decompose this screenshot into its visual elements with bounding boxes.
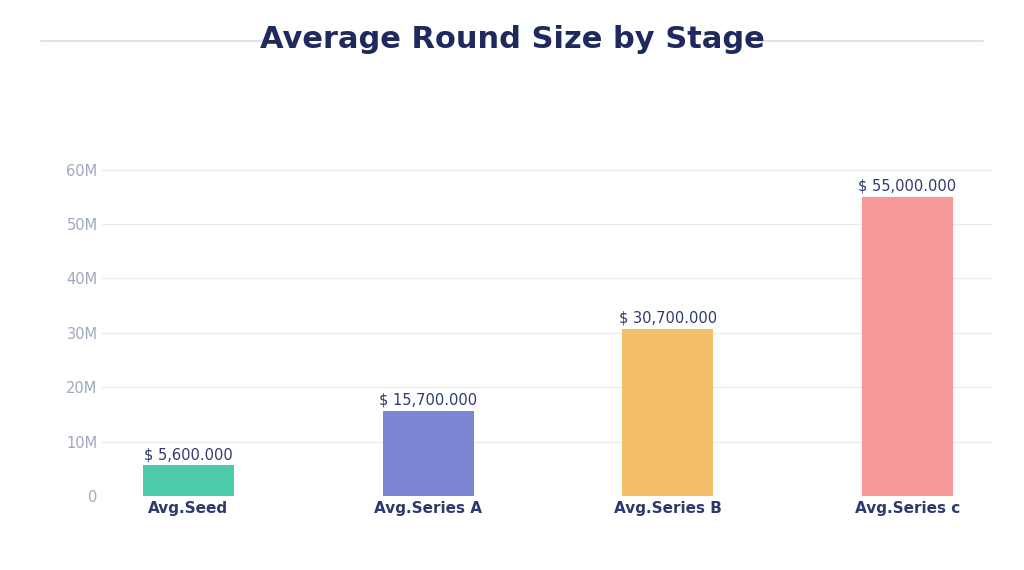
Bar	[143, 466, 233, 496]
Text: $ 5,600.000: $ 5,600.000	[144, 447, 232, 462]
Bar	[623, 329, 713, 496]
Text: Average Round Size by Stage: Average Round Size by Stage	[260, 26, 764, 54]
Bar	[383, 410, 473, 496]
Text: $ 55,000.000: $ 55,000.000	[858, 178, 956, 194]
Text: $ 30,700.000: $ 30,700.000	[618, 311, 717, 325]
Bar	[862, 197, 952, 496]
Text: $ 15,700.000: $ 15,700.000	[379, 392, 477, 408]
